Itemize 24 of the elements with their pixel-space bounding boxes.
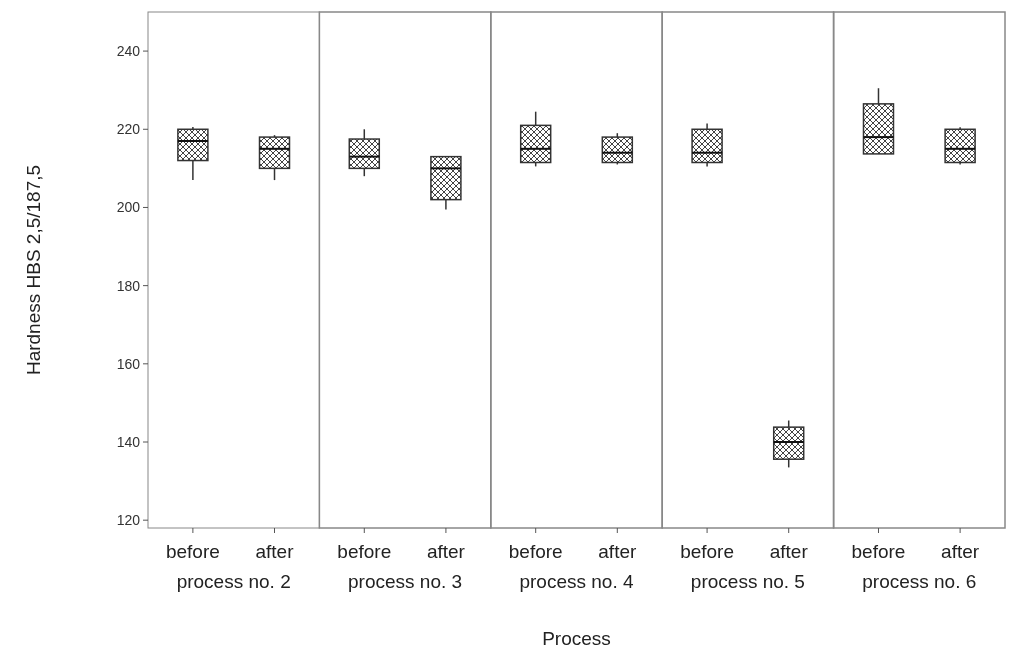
y-tick-label: 240 [116,42,141,59]
x-tick-label: before [680,541,735,562]
y-tick-label: 200 [116,199,141,216]
y-tick-label: 180 [116,277,141,294]
x-tick-label: after [941,541,980,562]
x-axis-title: process no. 2 [176,571,291,592]
x-tick-label: after [769,541,809,562]
x-tick-label: after [426,541,466,562]
x-axis-title: process no. 6 [862,571,977,592]
x-tick-label: before [165,541,220,562]
y-tick-label: 140 [116,433,141,450]
x-tick-label: after [255,541,295,562]
x-axis-title: process no. 4 [519,571,634,592]
y-axis-title: Hardness HBS 2,5/187,5 [23,164,44,376]
y-tick-label: 220 [116,121,141,138]
x-axis-title: process no. 3 [348,571,463,592]
y-tick-label: 160 [116,355,141,372]
x-tick-label: after [598,541,637,562]
y-tick-label: 120 [116,512,141,529]
text: Process [542,628,611,649]
x-tick-label: before [508,541,563,562]
x-axis-title: process no. 5 [690,571,805,592]
x-tick-label: before [851,541,906,562]
x-tick-label: before [337,541,392,562]
